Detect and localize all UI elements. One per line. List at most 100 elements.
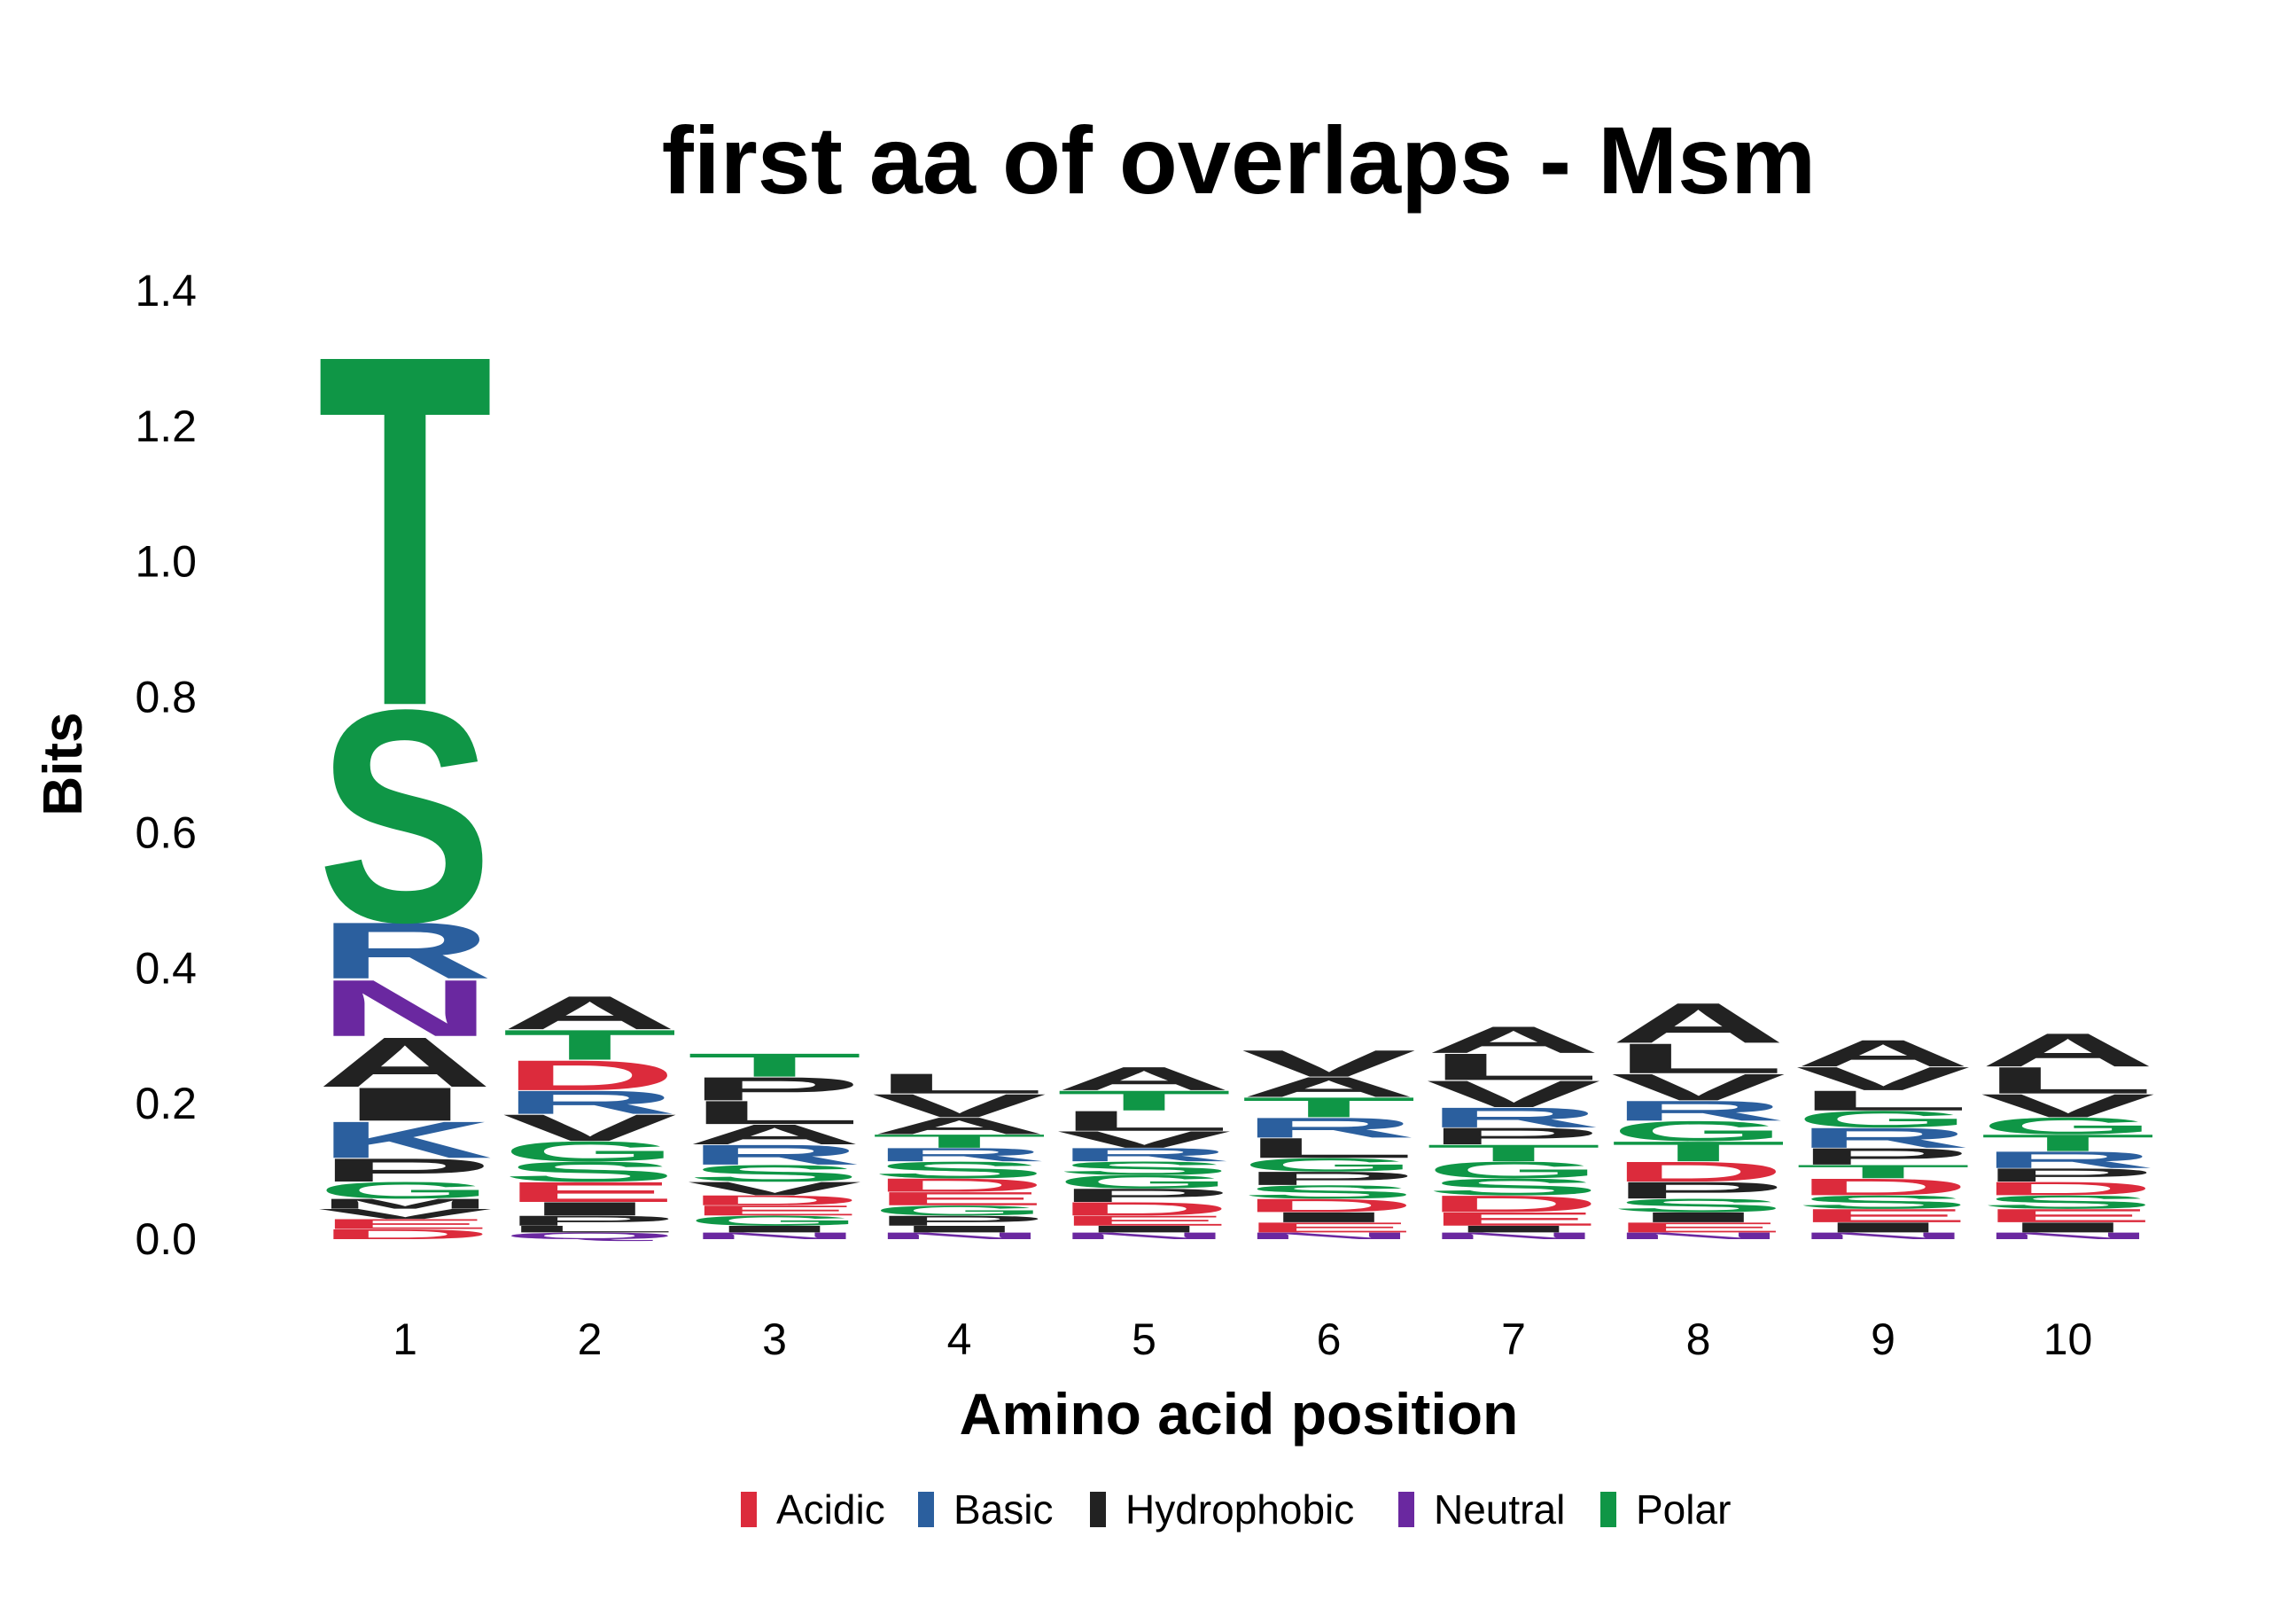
logo-letter: E bbox=[317, 1216, 493, 1232]
logo-letter: G bbox=[1241, 1154, 1417, 1175]
legend-swatch bbox=[1090, 1492, 1106, 1527]
legend-swatch bbox=[1600, 1492, 1616, 1527]
logo-letter: L bbox=[502, 1224, 678, 1235]
logo-letter: P bbox=[872, 1213, 1047, 1228]
logo-letter: D bbox=[1056, 1198, 1232, 1220]
logo-letter: I bbox=[1611, 1209, 1786, 1225]
x-tick-label: 3 bbox=[762, 1314, 787, 1364]
y-axis-ticks: 0.0 0.2 0.4 0.6 0.8 1.0 1.2 1.4 bbox=[135, 266, 197, 1264]
logo-letter: V bbox=[502, 1107, 678, 1150]
logo-letter: I bbox=[502, 1198, 678, 1220]
logo-letter: S bbox=[687, 1160, 862, 1187]
logo-letter: T bbox=[1795, 1161, 1971, 1182]
logo-letter: R bbox=[1241, 1112, 1417, 1143]
y-tick-label: 0.6 bbox=[135, 807, 197, 857]
logo-letter: A bbox=[1241, 1072, 1417, 1104]
logo-letter: D bbox=[1426, 1190, 1601, 1217]
legend-swatch bbox=[1398, 1492, 1414, 1527]
logo-letter: L bbox=[1795, 1085, 1971, 1117]
logo-letter: L bbox=[1056, 1105, 1232, 1137]
logo-letter: M bbox=[317, 1196, 493, 1212]
legend-label: Neutral bbox=[1434, 1486, 1565, 1533]
logo-letter: G bbox=[1611, 1115, 1786, 1147]
logo-letter: I bbox=[1981, 1220, 2156, 1236]
x-tick-label: 7 bbox=[1501, 1314, 1526, 1364]
logo-letter: S bbox=[1611, 1195, 1786, 1216]
logo-letter: R bbox=[1611, 1095, 1786, 1127]
logo-letter: A bbox=[317, 1022, 493, 1102]
logo-letter: R bbox=[872, 1144, 1047, 1166]
logo-letter: I bbox=[687, 1224, 862, 1235]
logo-letter: I bbox=[872, 1224, 1047, 1235]
logo-letter: V bbox=[1241, 1042, 1417, 1085]
x-axis-ticks: 1 2 3 4 5 6 7 8 9 10 bbox=[393, 1314, 2092, 1364]
logo-letter: D bbox=[1241, 1195, 1417, 1216]
logo-letter: G bbox=[502, 1135, 678, 1167]
logo-letter: N bbox=[1426, 1230, 1601, 1241]
logo-letter: E bbox=[1611, 1220, 1786, 1236]
logo-letter: E bbox=[1056, 1213, 1232, 1228]
logo-letter: V bbox=[687, 1178, 862, 1199]
logo-letter: L bbox=[1611, 1034, 1786, 1082]
logo-letter: T bbox=[1056, 1085, 1232, 1117]
y-tick-label: 1.0 bbox=[135, 537, 197, 587]
x-tick-label: 8 bbox=[1686, 1314, 1711, 1364]
logo-letter: A bbox=[687, 1119, 862, 1150]
x-tick-label: 5 bbox=[1132, 1314, 1156, 1364]
logo-letter: T bbox=[317, 251, 493, 811]
logo-letter: K bbox=[317, 1112, 493, 1169]
logo-letter: Q bbox=[502, 1230, 678, 1241]
logo-letter: R bbox=[502, 1084, 678, 1121]
logo-letter: V bbox=[1981, 1088, 2156, 1125]
legend-swatch bbox=[918, 1492, 934, 1527]
legend-item: Hydrophobic bbox=[1090, 1486, 1354, 1533]
logo-letter: D bbox=[1611, 1156, 1786, 1188]
logo-letter: S bbox=[1795, 1191, 1971, 1213]
logo-stacks: DEVMGPKIANRSTQLPIESGVRDTANIGEDVSRALPTNIP… bbox=[317, 251, 2156, 1243]
x-tick-label: 1 bbox=[393, 1314, 417, 1364]
logo-letter: P bbox=[317, 1151, 493, 1189]
logo-letter: N bbox=[872, 1230, 1047, 1241]
logo-letter: G bbox=[1426, 1157, 1601, 1183]
y-tick-label: 1.4 bbox=[135, 266, 197, 316]
legend-label: Hydrophobic bbox=[1125, 1486, 1354, 1533]
logo-letter: L bbox=[1241, 1132, 1417, 1164]
logo-letter: G bbox=[317, 1177, 493, 1204]
logo-letter: V bbox=[317, 1206, 493, 1222]
y-tick-label: 0.0 bbox=[135, 1214, 197, 1264]
logo-letter: R bbox=[687, 1139, 862, 1171]
logo-letter: E bbox=[1981, 1205, 2156, 1227]
logo-letter: N bbox=[1056, 1230, 1232, 1241]
logo-letter: N bbox=[317, 963, 493, 1053]
logo-letter: E bbox=[1795, 1205, 1971, 1227]
logo-letter: E bbox=[872, 1189, 1047, 1210]
logo-letter: D bbox=[502, 1051, 678, 1099]
logo-letter: L bbox=[872, 1068, 1047, 1100]
legend: Acidic Basic Hydrophobic Neutral Polar bbox=[741, 1486, 1731, 1533]
logo-letter: I bbox=[1795, 1220, 1971, 1236]
logo-letter: G bbox=[872, 1203, 1047, 1219]
logo-letter: G bbox=[687, 1213, 862, 1228]
logo-letter: G bbox=[1981, 1112, 2156, 1139]
logo-letter: N bbox=[1981, 1230, 2156, 1241]
logo-letter: D bbox=[1795, 1174, 1971, 1200]
x-tick-label: 9 bbox=[1871, 1314, 1895, 1364]
x-tick-label: 10 bbox=[2043, 1314, 2093, 1364]
y-axis-label: Bits bbox=[33, 712, 94, 815]
legend-item: Basic bbox=[918, 1486, 1053, 1533]
logo-letter: S bbox=[872, 1157, 1047, 1183]
legend-label: Polar bbox=[1636, 1486, 1731, 1533]
logo-letter: D bbox=[687, 1192, 862, 1208]
logo-letter: R bbox=[317, 906, 493, 995]
logo-letter: T bbox=[1241, 1092, 1417, 1124]
legend-item: Acidic bbox=[741, 1486, 885, 1533]
y-tick-label: 0.4 bbox=[135, 943, 197, 993]
logo-letter: P bbox=[1981, 1165, 2156, 1186]
logo-letter: P bbox=[1426, 1123, 1601, 1150]
legend-swatch bbox=[741, 1492, 757, 1527]
